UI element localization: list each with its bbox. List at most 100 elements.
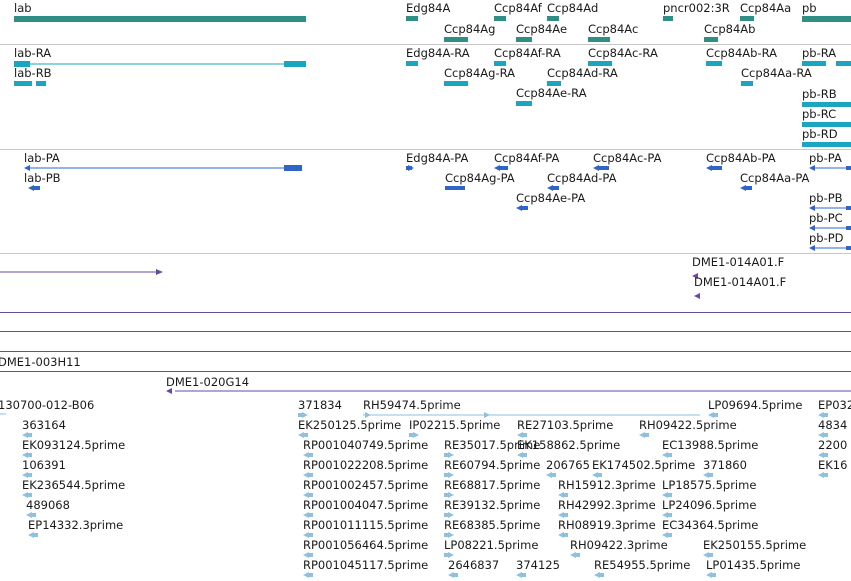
feature-glyph[interactable] (14, 16, 306, 22)
feature-glyph[interactable] (836, 61, 851, 66)
feature-glyph[interactable] (309, 513, 313, 517)
feature-glyph[interactable] (846, 226, 851, 230)
feature-glyph[interactable] (28, 473, 32, 477)
feature-glyph[interactable] (712, 166, 722, 170)
feature-glyph[interactable] (494, 61, 506, 66)
feature-glyph[interactable] (547, 81, 561, 86)
feature-glyph[interactable] (28, 453, 32, 457)
feature-glyph[interactable] (34, 533, 38, 537)
feature-glyph[interactable] (409, 433, 413, 437)
feature-glyph[interactable] (564, 513, 568, 517)
feature-glyph[interactable] (846, 206, 851, 210)
feature-glyph[interactable] (547, 16, 559, 21)
feature-label: RH42992.3prime (558, 498, 656, 512)
feature-glyph[interactable] (406, 61, 418, 66)
feature-glyph[interactable] (14, 61, 30, 67)
feature-label: EK250125.5prime (298, 418, 401, 432)
feature-glyph[interactable] (846, 166, 851, 170)
feature-glyph[interactable] (522, 573, 526, 577)
feature-glyph[interactable] (523, 453, 527, 457)
feature-glyph[interactable] (444, 493, 448, 497)
feature-glyph[interactable] (309, 453, 313, 457)
feature-glyph[interactable] (668, 533, 672, 537)
feature-glyph[interactable] (522, 206, 528, 210)
feature-glyph[interactable] (444, 513, 448, 517)
feature-glyph[interactable] (523, 433, 527, 437)
feature-glyph[interactable] (32, 513, 36, 517)
feature-glyph[interactable] (802, 122, 851, 127)
feature-glyph[interactable] (309, 573, 313, 577)
feature-glyph[interactable] (564, 533, 568, 537)
feature-glyph[interactable] (28, 433, 32, 437)
feature-glyph[interactable] (309, 553, 313, 557)
feature-glyph[interactable] (576, 553, 580, 557)
feature-glyph[interactable] (709, 553, 713, 557)
strand-arrow (517, 452, 523, 458)
feature-glyph[interactable] (284, 61, 306, 67)
feature-glyph[interactable] (494, 16, 506, 21)
feature-glyph[interactable] (706, 61, 722, 66)
feature-glyph[interactable] (444, 553, 448, 557)
feature-label: pb-PD (809, 231, 844, 245)
feature-glyph[interactable] (588, 61, 612, 66)
feature-glyph[interactable] (564, 493, 568, 497)
feature-glyph[interactable] (824, 433, 828, 437)
feature-glyph[interactable] (668, 453, 672, 457)
feature-glyph[interactable] (741, 81, 753, 86)
feature-glyph[interactable] (309, 473, 313, 477)
feature-glyph[interactable] (588, 37, 610, 42)
feature-glyph[interactable] (552, 473, 556, 477)
feature-label: RP001004047.5prime (303, 498, 428, 512)
feature-glyph[interactable] (454, 573, 458, 577)
feature-label: lab-PA (24, 151, 60, 165)
feature-glyph[interactable] (406, 166, 412, 170)
feature-glyph[interactable] (500, 166, 508, 170)
feature-glyph[interactable] (598, 473, 602, 477)
feature-glyph[interactable] (714, 413, 718, 417)
feature-glyph[interactable] (704, 37, 718, 42)
feature-glyph[interactable] (645, 433, 649, 437)
feature-glyph[interactable] (668, 513, 672, 517)
feature-glyph[interactable] (516, 37, 532, 42)
feature-glyph[interactable] (846, 246, 851, 250)
feature-glyph[interactable] (668, 493, 672, 497)
feature-glyph[interactable] (712, 573, 716, 577)
feature-glyph[interactable] (663, 16, 673, 21)
feature-label: LP18575.5prime (662, 478, 756, 492)
feature-glyph[interactable] (445, 186, 465, 190)
feature-glyph[interactable] (599, 166, 609, 170)
feature-glyph[interactable] (309, 493, 313, 497)
feature-glyph[interactable] (36, 81, 46, 86)
feature-glyph[interactable] (740, 16, 754, 21)
feature-glyph[interactable] (802, 142, 851, 147)
feature-glyph[interactable] (802, 16, 851, 22)
feature-label: RE60794.5prime (444, 458, 540, 472)
feature-glyph[interactable] (444, 37, 468, 42)
feature-label: EK250155.5prime (703, 538, 806, 552)
feature-glyph[interactable] (802, 61, 826, 66)
feature-glyph[interactable] (14, 81, 32, 86)
feature-glyph[interactable] (28, 493, 32, 497)
feature-glyph[interactable] (824, 473, 828, 477)
feature-glyph[interactable] (709, 473, 713, 477)
feature-glyph[interactable] (746, 186, 752, 190)
feature-glyph[interactable] (553, 186, 559, 190)
feature-glyph[interactable] (824, 413, 828, 417)
feature-glyph[interactable] (824, 453, 828, 457)
feature-glyph[interactable] (444, 81, 468, 86)
feature-glyph[interactable] (32, 186, 40, 190)
feature-glyph[interactable] (444, 453, 448, 457)
clone-end-glyph[interactable] (156, 269, 163, 275)
feature-label: 130700-012-B06 (0, 398, 94, 412)
feature-glyph[interactable] (444, 473, 448, 477)
feature-glyph[interactable] (284, 165, 302, 171)
feature-glyph[interactable] (600, 573, 604, 577)
feature-glyph[interactable] (309, 533, 313, 537)
feature-glyph[interactable] (298, 413, 302, 417)
feature-glyph[interactable] (304, 433, 308, 437)
feature-glyph[interactable] (444, 533, 448, 537)
feature-glyph[interactable] (406, 16, 418, 21)
feature-glyph[interactable] (516, 101, 532, 106)
feature-glyph[interactable] (802, 102, 851, 107)
